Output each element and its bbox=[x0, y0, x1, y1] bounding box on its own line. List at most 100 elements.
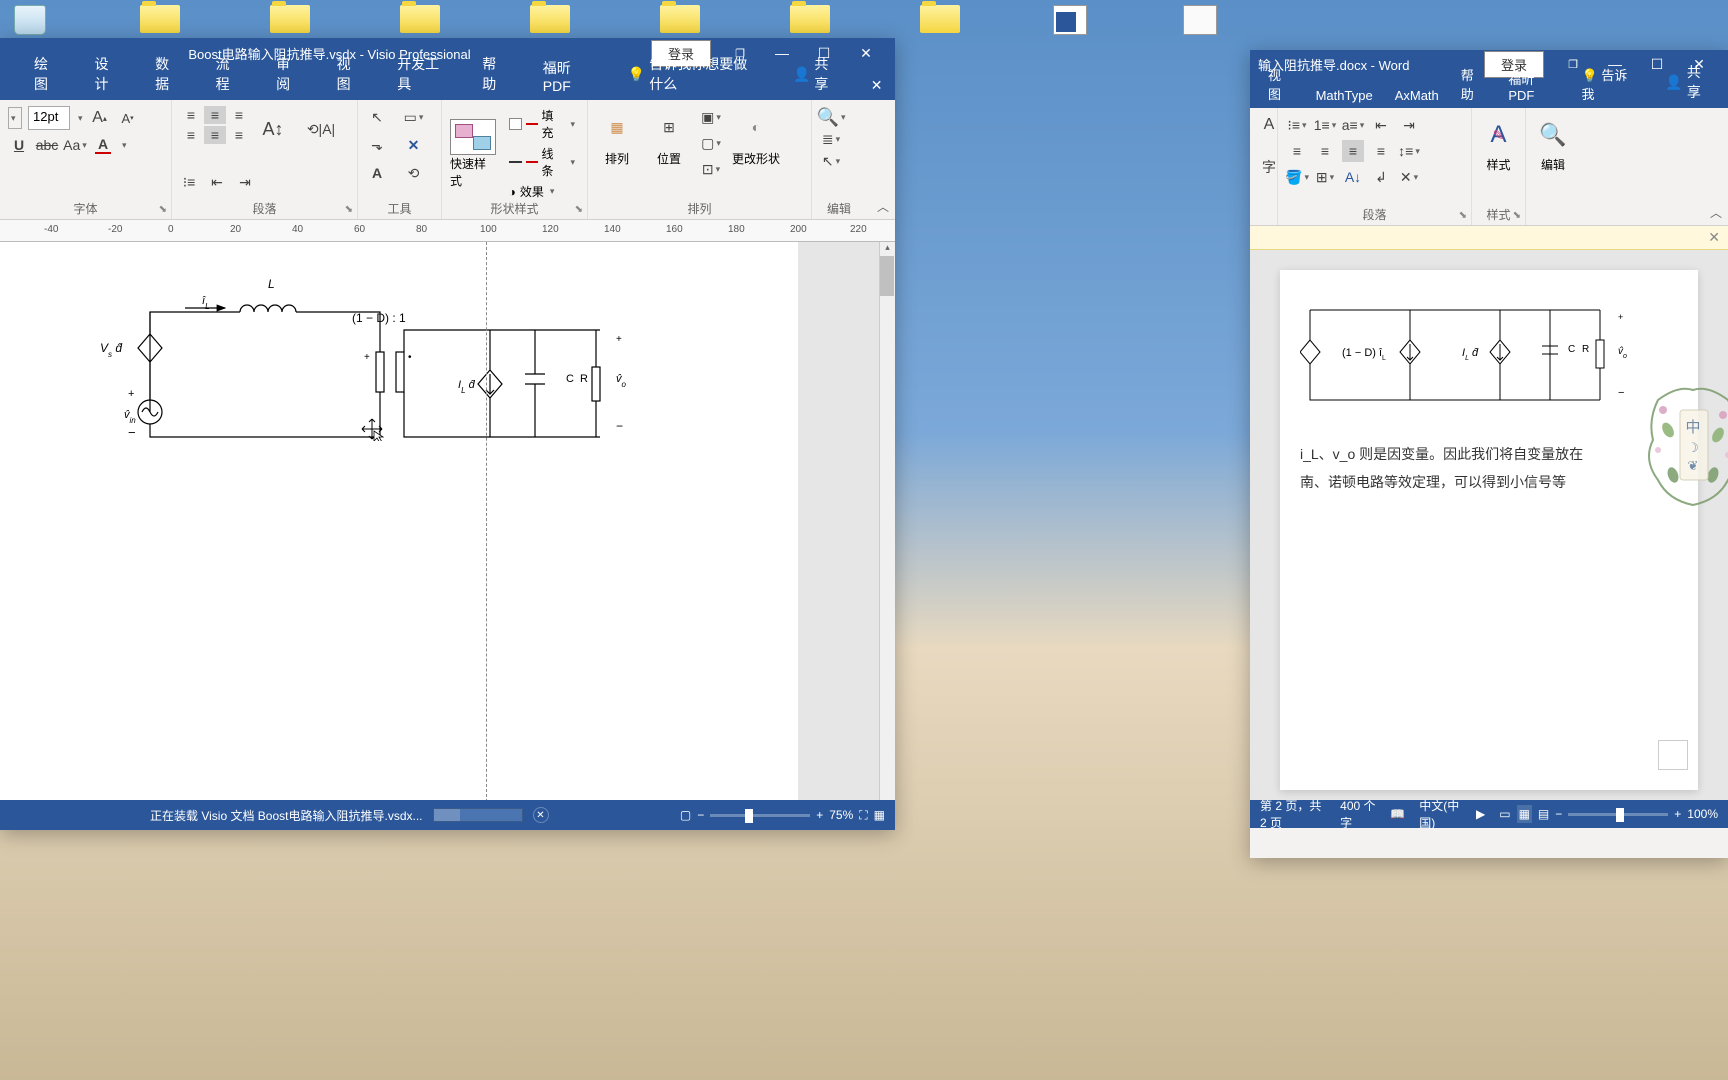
close-ribbon-icon[interactable]: ✕ bbox=[858, 70, 895, 100]
tell-me-search[interactable]: 💡 告诉我你想要做什么 bbox=[614, 48, 771, 100]
folder-icon[interactable] bbox=[655, 5, 705, 35]
text-direction-icon[interactable]: A↕ bbox=[252, 108, 294, 150]
increase-indent-icon[interactable]: ⇥ bbox=[234, 171, 256, 193]
zoom-out-icon[interactable]: − bbox=[697, 808, 704, 822]
zoom-in-icon[interactable]: + bbox=[816, 808, 823, 822]
rectangle-tool-icon[interactable]: ▭▾ bbox=[403, 106, 425, 128]
word-multilevel-icon[interactable]: a≡▾ bbox=[1342, 114, 1364, 136]
folder-icon[interactable] bbox=[395, 5, 445, 35]
word-align-left-icon[interactable]: ≡ bbox=[1286, 140, 1308, 162]
word-print-layout-icon[interactable]: ▦ bbox=[1517, 805, 1532, 823]
word-document-area[interactable]: (1 − D) îL IL d̂ C R v̂o + − i_L、v_o 则是因… bbox=[1250, 250, 1728, 800]
word-spell-check-icon[interactable]: 📖 bbox=[1390, 807, 1405, 821]
word-tab-help[interactable]: 帮助 bbox=[1451, 60, 1497, 108]
collapse-ribbon-icon[interactable]: ︿ bbox=[877, 198, 889, 215]
align-top-center-icon[interactable]: ≡ bbox=[204, 106, 226, 124]
arrange-button[interactable]: ▦ bbox=[596, 106, 638, 148]
word-zoom-slider[interactable] bbox=[1568, 813, 1668, 816]
tab-process[interactable]: 流程 bbox=[202, 48, 255, 100]
align-top-left-icon[interactable]: ≡ bbox=[180, 106, 202, 124]
word-styles-icon[interactable]: A✎ bbox=[1478, 114, 1520, 156]
folder-icon[interactable] bbox=[915, 5, 965, 35]
text-tool-icon[interactable]: A bbox=[366, 162, 388, 184]
tab-developer[interactable]: 开发工具 bbox=[383, 48, 460, 100]
scroll-thumb[interactable] bbox=[880, 256, 894, 296]
bullets-icon[interactable]: ⁝≡ bbox=[178, 171, 200, 193]
effect-button[interactable]: ◑效果▾ bbox=[505, 182, 579, 201]
align-top-right-icon[interactable]: ≡ bbox=[228, 106, 250, 124]
decrease-font-icon[interactable]: A▾ bbox=[117, 107, 139, 129]
word-show-marks-icon[interactable]: ↲ bbox=[1370, 166, 1392, 188]
font-launcher-icon[interactable]: ⬊ bbox=[159, 204, 167, 215]
align-mid-right-icon[interactable]: ≡ bbox=[228, 126, 250, 144]
word-read-mode-icon[interactable]: ▭ bbox=[1499, 807, 1510, 821]
font-family-dropdown[interactable]: ▾ bbox=[8, 107, 22, 129]
fit-page-icon[interactable]: ⛶ bbox=[859, 808, 867, 823]
group-shapes-icon[interactable]: ⊡▾ bbox=[700, 158, 722, 180]
word-language-status[interactable]: 中文(中国) bbox=[1419, 797, 1462, 831]
decrease-indent-icon[interactable]: ⇤ bbox=[206, 171, 228, 193]
word-tab-view[interactable]: 视图 bbox=[1258, 60, 1304, 108]
line-button[interactable]: 线条▾ bbox=[505, 144, 579, 180]
pointer-tool-icon[interactable]: ↖ bbox=[366, 106, 388, 128]
quick-style-preview[interactable] bbox=[450, 119, 496, 155]
word-tab-foxit[interactable]: 福昕PDF bbox=[1498, 64, 1569, 108]
word-bullets-icon[interactable]: ⁝≡▾ bbox=[1286, 114, 1308, 136]
zoom-level[interactable]: 75% bbox=[829, 808, 853, 822]
paragraph-launcher-icon[interactable]: ⬊ bbox=[345, 204, 353, 215]
folder-icon[interactable] bbox=[525, 5, 575, 35]
tab-data[interactable]: 数据 bbox=[141, 48, 194, 100]
align-mid-left-icon[interactable]: ≡ bbox=[180, 126, 202, 144]
word-find-icon[interactable]: 🔍 bbox=[1532, 114, 1574, 156]
word-font-icon[interactable]: A bbox=[1258, 114, 1280, 136]
word-macro-icon[interactable]: ▶ bbox=[1476, 807, 1485, 821]
word-page-status[interactable]: 第 2 页，共 2 页 bbox=[1260, 797, 1326, 831]
folder-icon[interactable] bbox=[265, 5, 315, 35]
close-icon[interactable]: ✕ bbox=[845, 38, 887, 68]
font-size-input[interactable]: 12pt bbox=[28, 106, 70, 130]
share-button[interactable]: 👤 共享 bbox=[779, 48, 850, 100]
word-word-count[interactable]: 400 个字 bbox=[1340, 797, 1376, 831]
word-tab-mathtype[interactable]: MathType bbox=[1306, 83, 1383, 108]
word-zoom-in-icon[interactable]: + bbox=[1674, 807, 1681, 821]
recycle-bin-icon[interactable] bbox=[5, 5, 55, 35]
tab-draw[interactable]: 绘图 bbox=[20, 48, 73, 100]
presentation-mode-icon[interactable]: ▢ bbox=[680, 808, 691, 822]
zoom-slider[interactable] bbox=[710, 814, 810, 817]
connector-tool-icon[interactable]: ⬎ bbox=[366, 134, 388, 156]
layers-icon[interactable]: ≣▾ bbox=[820, 128, 842, 150]
change-shape-button[interactable]: ◐ bbox=[735, 106, 777, 148]
msgbar-close-icon[interactable]: ✕ bbox=[1708, 229, 1720, 246]
word-decrease-indent-icon[interactable]: ⇤ bbox=[1370, 114, 1392, 136]
folder-icon[interactable] bbox=[135, 5, 185, 35]
vertical-scrollbar[interactable]: ▴ bbox=[879, 242, 895, 800]
word-body-text[interactable]: i_L、v_o 则是因变量。因此我们将自变量放在 南、诺顿电路等效定理，可以得到… bbox=[1300, 440, 1678, 496]
tab-foxit[interactable]: 福昕PDF bbox=[529, 52, 606, 100]
position-button[interactable]: ⊞ bbox=[648, 106, 690, 148]
word-styles-launcher-icon[interactable]: ⬊ bbox=[1513, 210, 1521, 221]
find-icon[interactable]: 🔍▾ bbox=[820, 106, 842, 128]
folder-icon[interactable] bbox=[785, 5, 835, 35]
drawing-page[interactable]: L îL Vs d̂ + − v̂in (1 − D) : 1 + • IL d… bbox=[0, 242, 798, 800]
rotate-text-icon[interactable]: ⟲|A| bbox=[300, 108, 342, 150]
word-zoom-level[interactable]: 100% bbox=[1687, 807, 1718, 821]
word-zoom-out-icon[interactable]: − bbox=[1555, 807, 1562, 821]
align-mid-center-icon[interactable]: ≡ bbox=[204, 126, 226, 144]
increase-font-icon[interactable]: A▴ bbox=[89, 107, 111, 129]
word-share-button[interactable]: 👤 共享 bbox=[1651, 56, 1728, 108]
connection-point-icon[interactable]: ⟲ bbox=[403, 162, 425, 184]
word-tell-me[interactable]: 💡 告诉我 bbox=[1572, 60, 1650, 108]
tab-help[interactable]: 帮助 bbox=[468, 48, 521, 100]
blank-doc-icon[interactable] bbox=[1175, 5, 1225, 35]
tab-design[interactable]: 设计 bbox=[81, 48, 134, 100]
tab-view[interactable]: 视图 bbox=[323, 48, 376, 100]
delete-tool-icon[interactable]: ✕ bbox=[403, 134, 425, 156]
word-increase-indent-icon[interactable]: ⇥ bbox=[1398, 114, 1420, 136]
word-asian-layout-icon[interactable]: ✕▾ bbox=[1398, 166, 1420, 188]
word-paragraph-launcher-icon[interactable]: ⬊ bbox=[1459, 210, 1467, 221]
word-align-justify-icon[interactable]: ≡ bbox=[1342, 140, 1364, 162]
underline-icon[interactable]: U bbox=[8, 134, 30, 156]
word-sort-icon[interactable]: A↓ bbox=[1342, 166, 1364, 188]
bring-forward-icon[interactable]: ▣▾ bbox=[700, 106, 722, 128]
word-numbering-icon[interactable]: 1≡▾ bbox=[1314, 114, 1336, 136]
